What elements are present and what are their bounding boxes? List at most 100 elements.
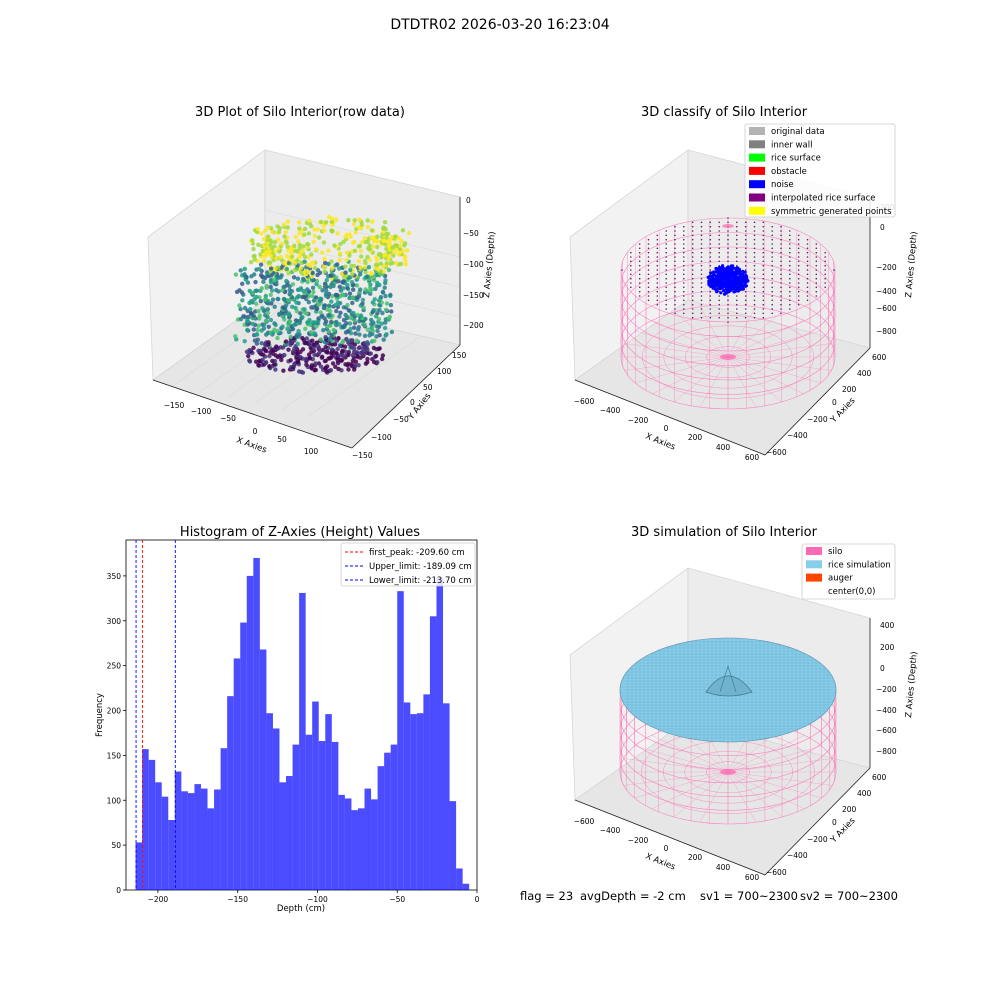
hist-title: Histogram of Z-Axies (Height) Values: [180, 525, 420, 540]
hist-bar: [449, 801, 457, 890]
hist-ytick: 150: [107, 751, 122, 760]
legend-label: center(0,0): [828, 587, 876, 597]
simulation-ztick: −200: [876, 685, 897, 694]
simulation-ztick: 200: [880, 643, 895, 652]
raw-xtick: 50: [277, 435, 287, 444]
legend-label: auger: [828, 574, 853, 584]
hist-bar: [436, 577, 444, 890]
classify-ytick: −200: [807, 415, 828, 424]
hist-bar: [344, 798, 352, 890]
footer-status: flag = 23 avgDepth = -2 cm sv1 = 700~230…: [520, 889, 898, 903]
hist-bar: [272, 728, 280, 890]
classify-xtick: −200: [628, 416, 649, 425]
legend-swatch: [806, 573, 822, 582]
hist-bar: [253, 557, 260, 890]
classify-ytick: −400: [787, 431, 808, 440]
hist-ytick: 200: [107, 707, 122, 716]
hist-ytick: 0: [116, 886, 121, 895]
hist-bar: [462, 883, 470, 890]
hist-bar: [357, 808, 365, 890]
panel-classify-title: 3D classify of Silo Interior: [641, 105, 808, 120]
panel-classify: 3D classify of Silo Interior −600 −400 −…: [569, 105, 920, 462]
legend-swatch: [806, 547, 822, 555]
hist-ylabel: Frequency: [95, 693, 105, 737]
hist-legend-label: Upper_limit: -189.09 cm: [369, 562, 472, 572]
simulation-ytick: 0: [832, 818, 837, 827]
hist-bar: [305, 734, 313, 890]
legend-label: silo: [828, 547, 842, 557]
footer-avg-depth: avgDepth = -2 cm: [580, 889, 686, 903]
hist-bar: [214, 789, 221, 890]
raw-y-axis: [351, 344, 461, 449]
hist-legend-label: first_peak: -209.60 cm: [369, 548, 465, 558]
hist-bar: [416, 713, 424, 890]
classify-zlabel: Z Axies (Depth): [904, 231, 920, 298]
raw-ytick: 150: [452, 351, 467, 360]
legend-label: obstacle: [771, 167, 807, 177]
hist-bar: [351, 810, 358, 890]
hist-bar: [423, 694, 430, 890]
raw-ytick: −50: [393, 415, 409, 424]
legend-swatch: [749, 193, 765, 202]
legend-swatch: [806, 560, 822, 569]
hist-bar: [207, 808, 215, 890]
hist-bar: [390, 744, 398, 890]
hist-bar: [456, 868, 463, 890]
hist-bar: [259, 649, 267, 890]
raw-ytick: 0: [410, 398, 415, 407]
footer-flag: flag = 23: [520, 889, 573, 903]
hist-bar: [384, 752, 391, 890]
legend-swatch: [749, 166, 765, 175]
classify-ztick: −400: [876, 287, 897, 296]
simulation-ytick: 200: [842, 805, 857, 814]
simulation-legend: silo rice simulation auger center(0,0): [801, 543, 896, 600]
hist-bar: [246, 575, 254, 890]
simulation-xtick: 600: [745, 873, 760, 882]
panel-simulation: 3D simulation of Silo Interior −600 −400…: [569, 525, 920, 882]
hist-bar: [174, 771, 182, 890]
hist-bar: [371, 799, 378, 890]
simulation-ytick: 600: [872, 773, 887, 782]
raw-zlabel: Z Axies (Depth): [482, 231, 498, 298]
hist-xlabel: Depth (cm): [277, 904, 325, 914]
simulation-xtick: −600: [574, 817, 595, 826]
simulation-ztick: −600: [876, 726, 897, 735]
raw-ytick: −100: [371, 433, 392, 442]
simulation-ztick: 400: [880, 621, 895, 630]
legend-label: rice simulation: [828, 560, 891, 570]
raw-x-axis: [152, 379, 353, 449]
legend-label: symmetric generated points: [771, 207, 892, 217]
classify-xtick: 600: [745, 453, 760, 462]
raw-xtick: 0: [253, 427, 258, 436]
simulation-y-axis: [764, 767, 871, 876]
hist-xtick: −50: [389, 895, 405, 904]
legend-swatch: [749, 153, 765, 162]
hist-xtick: −150: [227, 895, 248, 904]
simulation-ytick: −600: [766, 868, 787, 877]
raw-ytick: −150: [352, 451, 373, 460]
classify-y-axis: [764, 347, 871, 456]
hist-ytick: 350: [107, 572, 122, 581]
classify-ytick: 400: [857, 369, 872, 378]
hist-bar: [227, 696, 234, 890]
raw-ztick: −50: [463, 229, 479, 238]
simulation-x-axis: [574, 799, 766, 876]
simulation-zlabel: Z Axies (Depth): [904, 651, 920, 718]
legend-swatch: [806, 586, 822, 595]
hist-bar: [318, 741, 326, 890]
classify-ytick: 600: [872, 353, 887, 362]
legend-label: rice surface: [771, 154, 821, 164]
hist-bar: [377, 766, 385, 890]
hist-bar: [194, 784, 201, 890]
legend-label: interpolated rice surface: [771, 194, 876, 204]
hist-bar: [286, 776, 293, 890]
hist-ytick: 250: [107, 662, 122, 671]
panel-raw: 3D Plot of Silo Interior(row data) −150 …: [147, 105, 498, 460]
simulation-auger-mound: [705, 675, 753, 697]
raw-ztick: 0: [466, 196, 471, 205]
hist-legend-label: Lower_limit: -213.70 cm: [369, 576, 471, 586]
hist-bar: [240, 622, 247, 890]
classify-xtick: 0: [664, 424, 669, 433]
hist-bar: [364, 788, 372, 890]
simulation-ytick: 400: [857, 789, 872, 798]
